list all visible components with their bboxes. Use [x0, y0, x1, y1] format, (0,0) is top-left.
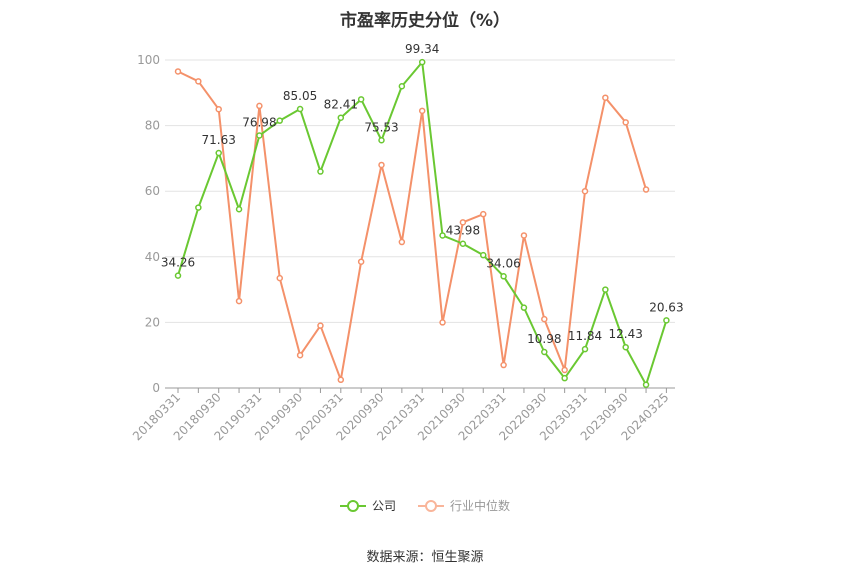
y-tick-label: 80 [145, 119, 160, 133]
y-tick-label: 100 [137, 53, 160, 67]
series-line-industry-median [177, 70, 648, 381]
y-tick-label: 20 [145, 315, 160, 329]
chart-title: 市盈率历史分位（%） [339, 11, 511, 31]
data-point [357, 96, 365, 103]
data-point [276, 117, 283, 124]
data-point [459, 219, 467, 226]
data-point [581, 187, 589, 195]
legend-line-icon-company [339, 499, 366, 512]
data-point [215, 149, 222, 157]
data-point [581, 345, 589, 353]
data-point [459, 240, 467, 247]
data-label: 34.26 [161, 256, 195, 270]
data-label: 85.05 [283, 89, 317, 103]
legend-item-industry-median[interactable]: 行业中位数 [418, 497, 510, 514]
data-point [296, 105, 304, 113]
data-point [520, 232, 528, 239]
data-point [256, 102, 263, 110]
data-point [235, 297, 243, 305]
y-tick-label: 60 [145, 184, 160, 198]
data-point [602, 94, 609, 101]
data-point [195, 78, 202, 85]
data-point [357, 258, 365, 265]
data-point [215, 105, 222, 113]
data-point [235, 205, 243, 213]
data-label: 76.98 [242, 116, 276, 130]
legend-label-industry-median: 行业中位数 [450, 499, 511, 513]
data-point [174, 272, 182, 279]
data-label: 82.41 [324, 98, 358, 112]
data-label: 10.98 [527, 332, 561, 346]
data-point [602, 286, 609, 293]
data-point [622, 343, 629, 351]
data-label: 11.84 [568, 329, 602, 343]
data-point [561, 374, 568, 382]
data-label: 71.63 [202, 133, 236, 147]
data-point [317, 168, 324, 175]
data-point [439, 319, 446, 326]
legend-line-icon-industry-median [418, 499, 444, 512]
data-label: 20.63 [649, 300, 683, 314]
data-point [642, 381, 650, 388]
data-point [561, 366, 568, 374]
data-point [541, 315, 548, 323]
data-point [398, 82, 406, 90]
data-point [439, 232, 446, 239]
data-label: 12.43 [609, 327, 643, 341]
data-point [317, 322, 324, 329]
legend: 公司 行业中位数 [0, 497, 850, 514]
data-point [276, 274, 283, 282]
source-note: 数据来源：恒生聚源 [366, 550, 484, 565]
data-point [541, 348, 548, 356]
data-point [480, 251, 487, 259]
legend-item-company[interactable]: 公司 [339, 497, 396, 514]
data-label-layer: 34.26 71.63 76.98 85.05 82.41 75.53 99.34 43.98… [161, 42, 684, 346]
y-tick-label: 0 [152, 381, 160, 395]
data-point [418, 107, 426, 115]
data-label: 43.98 [446, 224, 480, 238]
data-point [378, 137, 385, 144]
data-label: 34.06 [486, 256, 520, 270]
data-point [418, 58, 426, 66]
series-layer [174, 58, 670, 388]
data-point [174, 68, 182, 75]
y-tick-label: 40 [145, 250, 160, 264]
data-point [663, 317, 670, 324]
axis-layer: 0204060801002018033120180930201903312019… [130, 53, 675, 443]
data-point [195, 204, 202, 211]
data-point [642, 186, 650, 193]
data-point [256, 132, 263, 139]
data-point [500, 273, 507, 280]
data-point [520, 304, 528, 311]
data-point [398, 238, 406, 246]
legend-label-company: 公司 [371, 499, 396, 513]
data-point [296, 351, 304, 359]
data-point [378, 161, 385, 169]
data-point [337, 114, 345, 121]
data-label: 99.34 [405, 42, 439, 56]
data-point [480, 210, 487, 218]
data-label: 75.53 [364, 120, 398, 134]
data-point [337, 376, 345, 384]
data-point [500, 361, 507, 369]
data-point [622, 119, 629, 126]
